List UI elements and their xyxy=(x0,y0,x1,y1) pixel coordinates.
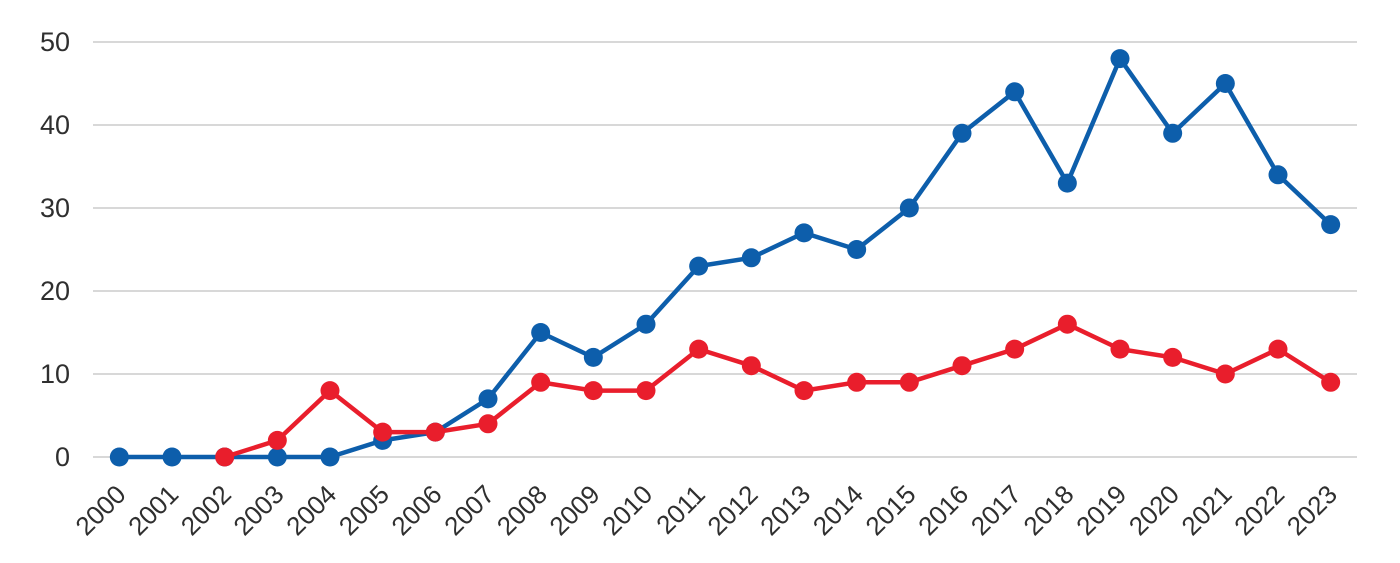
data-point-blue-series-2004[interactable] xyxy=(320,447,340,467)
data-point-red-series-2023[interactable] xyxy=(1321,372,1341,392)
x-axis-label-2021: 2021 xyxy=(1175,479,1237,541)
data-point-red-series-2003[interactable] xyxy=(267,430,287,450)
data-point-blue-series-2014[interactable] xyxy=(847,240,867,259)
x-axis-label-2014: 2014 xyxy=(807,479,869,541)
x-axis-label-2004: 2004 xyxy=(280,479,342,541)
series-line-red-series xyxy=(222,321,1333,460)
y-axis-label-20: 20 xyxy=(40,276,70,306)
data-point-red-series-2013[interactable] xyxy=(794,381,814,401)
data-point-blue-series-2021[interactable] xyxy=(1215,74,1235,93)
data-point-blue-series-2010[interactable] xyxy=(636,314,656,334)
x-axis-label-2022: 2022 xyxy=(1228,479,1290,541)
series-line-blue-series xyxy=(117,56,1333,460)
x-axis-label-2010: 2010 xyxy=(596,479,658,541)
data-point-red-series-2007[interactable] xyxy=(478,414,498,434)
y-axis-label-50: 50 xyxy=(40,27,70,57)
x-axis-label-2003: 2003 xyxy=(227,479,289,541)
y-axis-label-0: 0 xyxy=(55,442,70,472)
data-point-blue-series-2017[interactable] xyxy=(1005,82,1025,102)
data-point-red-series-2021[interactable] xyxy=(1215,364,1235,384)
data-point-blue-series-2011[interactable] xyxy=(689,256,709,276)
data-point-red-series-2018[interactable] xyxy=(1057,314,1077,334)
data-point-red-series-2020[interactable] xyxy=(1163,347,1183,367)
data-point-blue-series-2020[interactable] xyxy=(1163,123,1183,143)
x-axis-label-2013: 2013 xyxy=(754,479,816,541)
data-point-red-series-2002[interactable] xyxy=(215,447,235,467)
data-point-blue-series-2008[interactable] xyxy=(531,323,551,342)
data-point-red-series-2006[interactable] xyxy=(425,422,445,442)
data-point-blue-series-2023[interactable] xyxy=(1321,215,1341,235)
x-axis-label-2011: 2011 xyxy=(650,479,711,540)
data-point-blue-series-2007[interactable] xyxy=(478,389,498,409)
x-axis-label-2016: 2016 xyxy=(912,479,974,541)
x-axis-label-2008: 2008 xyxy=(491,479,553,541)
data-point-red-series-2008[interactable] xyxy=(531,372,551,392)
y-axis-label-30: 30 xyxy=(40,193,70,223)
y-axis-label-10: 10 xyxy=(40,359,70,389)
x-axis-label-2006: 2006 xyxy=(385,479,447,541)
data-point-blue-series-2022[interactable] xyxy=(1268,165,1288,185)
data-point-red-series-2014[interactable] xyxy=(847,372,867,392)
x-axis-label-2020: 2020 xyxy=(1123,479,1185,541)
data-point-red-series-2022[interactable] xyxy=(1268,339,1288,359)
x-axis-label-2023: 2023 xyxy=(1281,479,1343,541)
data-point-red-series-2010[interactable] xyxy=(636,381,656,401)
data-point-red-series-2004[interactable] xyxy=(320,381,340,401)
data-point-blue-series-2000[interactable] xyxy=(109,447,129,467)
data-point-blue-series-2018[interactable] xyxy=(1057,173,1077,193)
data-point-blue-series-2003[interactable] xyxy=(267,447,287,467)
data-point-red-series-2005[interactable] xyxy=(373,422,393,442)
x-axis-label-2009: 2009 xyxy=(543,479,605,541)
data-point-blue-series-2012[interactable] xyxy=(741,248,761,268)
data-point-red-series-2016[interactable] xyxy=(952,356,972,376)
data-point-red-series-2009[interactable] xyxy=(583,381,603,401)
y-axis-label-40: 40 xyxy=(40,110,70,140)
x-axis-label-2000: 2000 xyxy=(69,479,131,541)
x-axis-label-2005: 2005 xyxy=(333,479,395,541)
data-point-blue-series-2013[interactable] xyxy=(794,223,814,243)
x-axis-label-2017: 2017 xyxy=(965,479,1027,541)
x-axis-label-2001: 2001 xyxy=(122,479,184,541)
data-point-blue-series-2001[interactable] xyxy=(162,447,182,467)
x-axis-label-2002: 2002 xyxy=(175,479,237,541)
data-point-red-series-2017[interactable] xyxy=(1005,339,1025,359)
data-point-red-series-2019[interactable] xyxy=(1110,339,1130,359)
x-axis-label-2015: 2015 xyxy=(859,479,921,541)
data-point-blue-series-2015[interactable] xyxy=(899,198,919,218)
data-point-blue-series-2009[interactable] xyxy=(583,347,603,367)
x-axis-label-2007: 2007 xyxy=(438,479,500,541)
data-point-red-series-2011[interactable] xyxy=(689,339,709,359)
x-axis-label-2019: 2019 xyxy=(1070,479,1132,541)
data-point-blue-series-2016[interactable] xyxy=(952,123,972,143)
data-point-red-series-2012[interactable] xyxy=(741,356,761,376)
x-axis-label-2012: 2012 xyxy=(701,479,763,541)
data-point-blue-series-2019[interactable] xyxy=(1110,49,1130,69)
x-axis-label-2018: 2018 xyxy=(1017,479,1079,541)
data-point-red-series-2015[interactable] xyxy=(899,372,919,392)
